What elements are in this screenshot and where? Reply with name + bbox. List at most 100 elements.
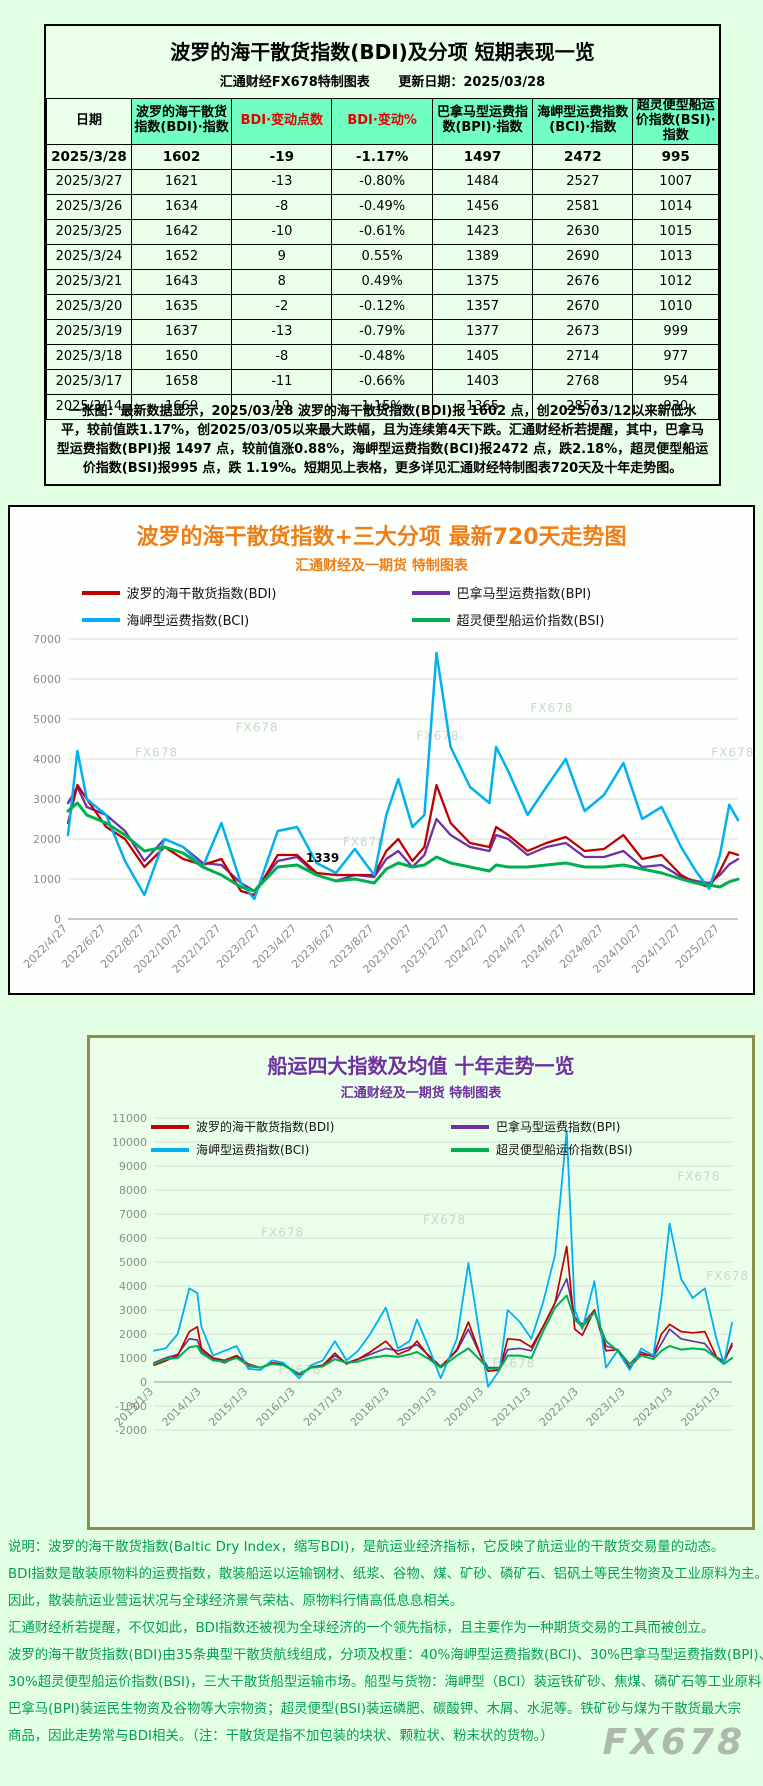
table-cell: 1365	[431, 393, 534, 420]
table-cell: 1389	[431, 243, 534, 270]
table-cell: 1669	[130, 393, 233, 420]
table-cell: 2581	[532, 193, 634, 220]
table-cell: -0.49%	[331, 193, 433, 220]
table-cell: 1405	[431, 343, 534, 370]
table-note: 一张图：最新数据显示，2025/03/28 波罗的海干散货指数(BDI)报 16…	[56, 404, 709, 476]
table-cell: -0.61%	[331, 218, 433, 245]
table-cell: 2025/3/24	[46, 243, 132, 270]
table-cell: 1357	[431, 293, 534, 320]
y-axis-tick-label: -1000	[115, 1400, 147, 1413]
series-line	[153, 1294, 733, 1375]
table-cell: 2768	[532, 368, 634, 395]
x-axis-tick-label: 2017/1/3	[301, 1385, 345, 1429]
fx678-watermark: FX678	[706, 1269, 748, 1283]
table-cell: 0.55%	[331, 243, 433, 270]
table-cell: 999	[632, 318, 719, 345]
table-row: 2025/3/19 1637 -13 -0.79% 1377 2673 999	[46, 318, 719, 345]
table-row: 2025/3/24 1652 9 0.55% 1389 2690 1013	[46, 243, 719, 270]
y-axis-tick-label: 1000	[119, 1352, 147, 1365]
description-line: 因此，散装航运业营运状况与全球经济景气荣枯、原物料行情高低息息相关。	[8, 1594, 464, 1609]
legend-label: 超灵便型船运价指数(BSI)	[456, 614, 605, 629]
tenyear-title: 船运四大指数及均值 十年走势一览	[267, 1054, 575, 1078]
y-axis-tick-label: -2000	[115, 1424, 147, 1437]
legend-label: 波罗的海干散货指数(BDI)	[196, 1120, 335, 1134]
y-axis-tick-label: 2000	[33, 833, 61, 846]
tenyear-chart-panel: 船运四大指数及均值 十年走势一览 汇通财经及一期货 特制图表 波罗的海干散货指数…	[87, 1035, 755, 1530]
table-cell: 1014	[632, 193, 719, 220]
table-cell: 2025/3/18	[46, 343, 132, 370]
table-cell: 8	[231, 268, 333, 295]
column-header: 巴拿马型运费指数(BPI)·指数	[431, 98, 534, 145]
table-row: 2025/3/21 1643 8 0.49% 1375 2676 1012	[46, 268, 719, 295]
table-cell: -10	[231, 218, 333, 245]
table-cell: 0.49%	[331, 268, 433, 295]
column-header: 超灵便型船运价指数(BSI)·指数	[632, 98, 719, 145]
table-row: 2025/3/18 1650 -8 -0.48% 1405 2714 977	[46, 343, 719, 370]
tenyear-legend: 波罗的海干散货指数(BDI) 巴拿马型运费指数(BPI) 海岬型运费指数(BCI) 超…	[90, 1118, 752, 1158]
table-cell: 1634	[130, 193, 233, 220]
x-axis-tick-label: 2015/1/3	[206, 1385, 250, 1429]
legend-label: 巴拿马型运费指数(BPI)	[456, 587, 592, 602]
bdi-table-panel: 波罗的海干散货指数(BDI)及分项 短期表现一览 汇通财经FX678特制图表 更…	[44, 24, 721, 486]
y-axis-tick-label: 5000	[119, 1256, 147, 1269]
x-axis-tick-label: 2025/1/3	[678, 1385, 722, 1429]
fx678-watermark: FX678	[423, 1213, 466, 1227]
table-cell: -8	[231, 343, 333, 370]
table-row: 2025/3/20 1635 -2 -0.12% 1357 2670 1010	[46, 293, 719, 320]
table-update-date: 更新日期：2025/03/28	[398, 75, 546, 90]
x-axis-tick-label: 2021/1/3	[489, 1385, 533, 1429]
fx678-watermark: FX678	[417, 729, 460, 743]
y-axis-tick-label: 2000	[119, 1328, 147, 1341]
table-cell: 2025/3/20	[46, 293, 132, 320]
legend-label: 海岬型运费指数(BCI)	[196, 1143, 310, 1157]
table-cell: 2025/3/17	[46, 368, 132, 395]
table-cell: 2676	[532, 268, 634, 295]
table-cell: 1602	[130, 143, 233, 170]
series-line	[66, 783, 740, 897]
legend-line-swatch	[81, 590, 120, 595]
table-source: 汇通财经FX678特制图表	[219, 75, 370, 90]
y-axis-tick-label: 3000	[119, 1304, 147, 1317]
table-cell: 1635	[130, 293, 233, 320]
table-cell: 995	[632, 143, 719, 170]
table-row: 2025/3/28 1602 -19 -1.17% 1497 2472 995	[46, 143, 719, 170]
data-label: 1339	[306, 851, 339, 865]
legend-line-swatch	[81, 617, 120, 622]
y-axis-tick-label: 5000	[33, 713, 61, 726]
column-header: BDI·变动点数	[231, 98, 333, 145]
table-cell: 1375	[431, 268, 534, 295]
table-cell: 1007	[632, 168, 719, 195]
fx678-watermark: FX678	[530, 701, 573, 715]
table-cell: 1658	[130, 368, 233, 395]
fx678-watermark: FX678	[711, 746, 753, 760]
y-axis-tick-label: 0	[54, 913, 61, 926]
y-axis-tick-label: 6000	[33, 673, 61, 686]
legend-line-swatch	[451, 1147, 489, 1152]
legend-item: 超灵便型船运价指数(BSI)	[421, 1141, 721, 1158]
legend-label: 海岬型运费指数(BCI)	[126, 614, 250, 629]
fx678-watermark: FX678	[135, 746, 178, 760]
table-subtitle: 汇通财经FX678特制图表 更新日期：2025/03/28	[46, 71, 719, 90]
table-cell: -0.79%	[331, 318, 433, 345]
table-cell: -13	[231, 168, 333, 195]
table-cell: 2025/3/14	[46, 393, 132, 420]
y-axis-tick-label: 8000	[119, 1184, 147, 1197]
table-cell: 1643	[130, 268, 233, 295]
table-cell: -1.17%	[331, 143, 433, 170]
table-row: 2025/3/26 1634 -8 -0.49% 1456 2581 1014	[46, 193, 719, 220]
table-cell: -19	[231, 143, 333, 170]
description-text: 说明：波罗的海干散货指数(Baltic Dry Index，缩写BDI)，是航运…	[8, 1534, 763, 1750]
table-cell: 2025/3/28	[46, 143, 132, 170]
table-cell: 2527	[532, 168, 634, 195]
x-axis-tick-label: 2024/1/3	[631, 1385, 675, 1429]
description-line: BDI指数是散装原物料的运费指数，散装船运以运输钢材、纸浆、谷物、煤、矿砂、磷矿…	[8, 1567, 763, 1582]
table-cell: -13	[231, 318, 333, 345]
table-cell: -2	[231, 293, 333, 320]
table-cell: 2472	[532, 143, 634, 170]
description-line: 商品，因此走势常与BDI相关。（注：干散货是指不加包装的块状、颗粒状、粉末状的货…	[8, 1729, 554, 1744]
chart720-legend: 波罗的海干散货指数(BDI) 巴拿马型运费指数(BPI) 海岬型运费指数(BCI) 超…	[10, 583, 753, 629]
fx678-watermark: FX678	[236, 720, 279, 734]
table-cell: 977	[632, 343, 719, 370]
table-cell: 1621	[130, 168, 233, 195]
table-row: 2025/3/27 1621 -13 -0.80% 1484 2527 1007	[46, 168, 719, 195]
